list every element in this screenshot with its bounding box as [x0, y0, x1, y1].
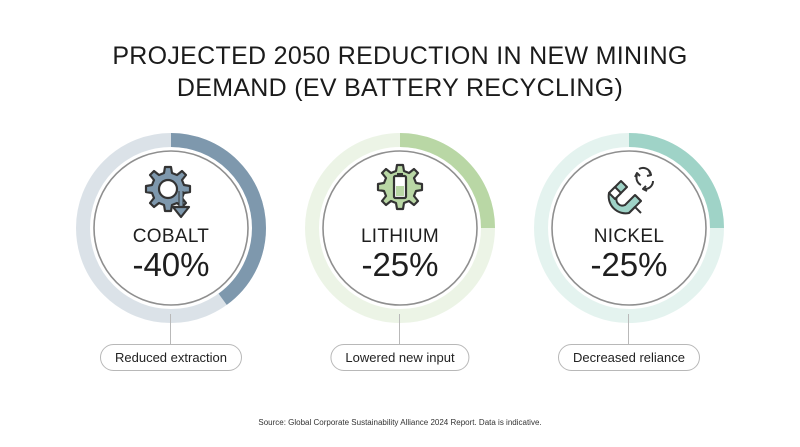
ring-inner-disc: [322, 150, 478, 306]
magnet-recycle-icon: [607, 166, 654, 215]
reduction-value: -25%: [590, 246, 668, 283]
progress-ring-nickel: [534, 133, 724, 323]
ring-progress-arc: [534, 133, 724, 323]
ring-inner-disc: [93, 150, 249, 306]
metal-name: NICKEL: [593, 226, 665, 247]
metric-card-nickel: NICKEL -25% Decreased reliance: [529, 128, 729, 378]
ring-inner-disc: [551, 150, 707, 306]
chart-title-line-1: PROJECTED 2050 REDUCTION IN NEW MINING: [112, 42, 688, 70]
chart-title-line-2: DEMAND (EV BATTERY RECYCLING): [176, 74, 624, 102]
progress-ring-cobalt: [76, 133, 266, 323]
chart-title: PROJECTED 2050 REDUCTION IN NEW MINING D…: [0, 40, 800, 104]
metric-card-lithium: LITHIUM -25% Lowered new input: [300, 128, 500, 378]
connector-line: [170, 314, 171, 344]
reduction-value: -40%: [132, 246, 210, 283]
metal-name: LITHIUM: [360, 226, 440, 247]
metal-name: COBALT: [132, 226, 210, 247]
connector-line: [628, 314, 629, 344]
connector-line: [399, 314, 400, 344]
ring-progress-arc: [76, 133, 266, 323]
reduction-value: -25%: [361, 246, 439, 283]
progress-ring-lithium: [305, 133, 495, 323]
ring-progress-arc: [305, 133, 495, 323]
caption-pill: Lowered new input: [330, 344, 470, 371]
gear-battery-icon: [376, 163, 424, 211]
caption-pill: Decreased reliance: [557, 344, 701, 371]
metric-card-cobalt: COBALT -40% Reduced extraction: [71, 128, 271, 378]
gear-recycle-arrow-icon: [144, 165, 192, 219]
source-note: Source: Global Corporate Sustainability …: [258, 418, 542, 427]
caption-pill: Reduced extraction: [99, 344, 243, 371]
